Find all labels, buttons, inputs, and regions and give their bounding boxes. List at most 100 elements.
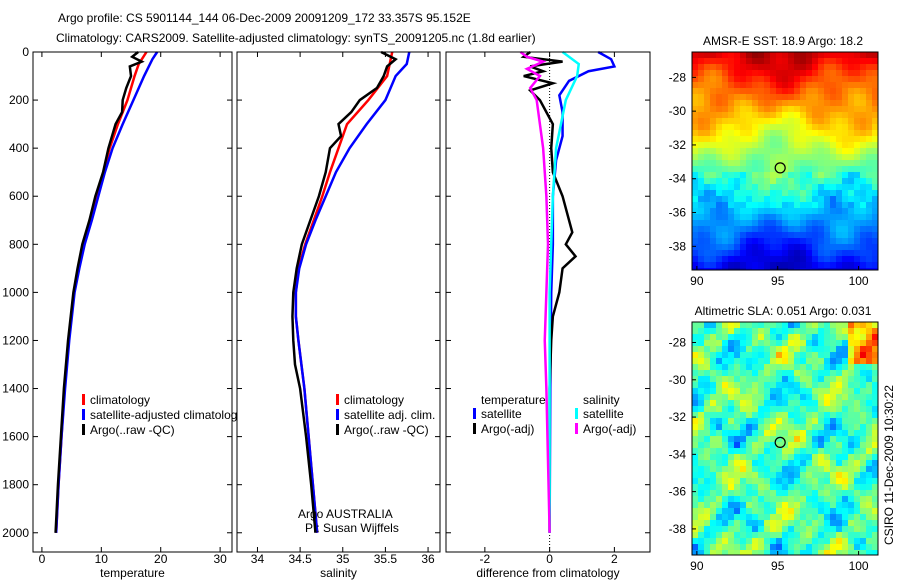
- map-cell: [830, 268, 836, 270]
- map-cell: [842, 328, 848, 334]
- map-cell: [752, 100, 758, 106]
- y-tick-label: 1200: [2, 333, 29, 347]
- map-panel-1: AMSR-E SST: 18.9 Argo: 18.290 95 100-28-30…: [669, 34, 879, 288]
- map-cell: [860, 418, 866, 424]
- map-cell: [716, 340, 722, 346]
- map-cell: [698, 148, 704, 154]
- map-cell: [866, 418, 872, 424]
- map-cell: [710, 454, 716, 460]
- map-cell: [848, 358, 854, 364]
- map-cell: [812, 472, 818, 478]
- legend-swatch: [336, 424, 339, 435]
- map-cell: [776, 322, 782, 328]
- map-cell: [770, 70, 776, 76]
- y-tick-label: 200: [9, 93, 29, 107]
- map-cell: [812, 490, 818, 496]
- map-cell: [728, 334, 734, 340]
- map-cell: [704, 88, 710, 94]
- map-cell: [698, 484, 704, 490]
- map-cell: [800, 328, 806, 334]
- map-cell: [734, 418, 740, 424]
- map-cell: [758, 436, 764, 442]
- map-cell: [836, 322, 842, 328]
- map-cell: [788, 52, 794, 58]
- map-cell: [698, 136, 704, 142]
- map-cell: [698, 448, 704, 454]
- map-cell: [824, 124, 830, 130]
- map-cell: [824, 52, 830, 58]
- map-cell: [866, 490, 872, 496]
- map-cell: [860, 214, 866, 220]
- map-cell: [812, 64, 818, 70]
- map-cell: [848, 532, 854, 538]
- map-cell: [866, 94, 872, 100]
- map-cell: [872, 142, 878, 148]
- map-cell: [770, 196, 776, 202]
- map-cell: [752, 436, 758, 442]
- map-cell: [806, 112, 812, 118]
- map-cell: [842, 262, 848, 268]
- map-cell: [764, 226, 770, 232]
- map-cell: [740, 100, 746, 106]
- map-cell: [764, 322, 770, 328]
- map-cell: [704, 262, 710, 268]
- map-cell: [710, 412, 716, 418]
- map-cell: [836, 52, 842, 58]
- map-cell: [770, 112, 776, 118]
- legend-swatch: [473, 408, 476, 419]
- map-cell: [770, 136, 776, 142]
- map-cell: [752, 538, 758, 544]
- map-cell: [734, 382, 740, 388]
- map-cell: [818, 370, 824, 376]
- map-cell: [854, 250, 860, 256]
- map-cell: [872, 544, 878, 550]
- map-cell: [866, 448, 872, 454]
- map-cell: [752, 424, 758, 430]
- map-cell: [740, 172, 746, 178]
- map-cell: [758, 100, 764, 106]
- map-cell: [806, 190, 812, 196]
- map-cell: [770, 448, 776, 454]
- map-cell: [824, 232, 830, 238]
- map-cell: [812, 136, 818, 142]
- map-cell: [830, 382, 836, 388]
- map-cell: [794, 256, 800, 262]
- map-cell: [746, 358, 752, 364]
- map-cell: [704, 172, 710, 178]
- map-cell: [692, 220, 698, 226]
- map-cell: [740, 478, 746, 484]
- map-cell: [836, 154, 842, 160]
- map-cell: [830, 238, 836, 244]
- x-tick-label: 95: [771, 274, 785, 288]
- map-cell: [794, 106, 800, 112]
- map-cell: [746, 466, 752, 472]
- map-cell: [866, 442, 872, 448]
- map-cell: [746, 268, 752, 270]
- map-cell: [818, 94, 824, 100]
- map-cell: [860, 322, 866, 328]
- map-cell: [860, 64, 866, 70]
- map-cell: [776, 400, 782, 406]
- map-cell: [860, 76, 866, 82]
- map-cell: [830, 538, 836, 544]
- map-cell: [764, 382, 770, 388]
- map-cell: [830, 490, 836, 496]
- map-cell: [692, 460, 698, 466]
- map-cell: [746, 406, 752, 412]
- map-cell: [770, 250, 776, 256]
- map-cell: [830, 64, 836, 70]
- map-cell: [788, 226, 794, 232]
- map-cell: [824, 508, 830, 514]
- map-cell: [848, 334, 854, 340]
- map-cell: [854, 130, 860, 136]
- map-cell: [824, 238, 830, 244]
- map-cell: [740, 232, 746, 238]
- map-cell: [782, 118, 788, 124]
- map-cell: [710, 358, 716, 364]
- map-cell: [860, 376, 866, 382]
- map-cell: [842, 364, 848, 370]
- map-cell: [758, 148, 764, 154]
- map-cell: [812, 256, 818, 262]
- map-cell: [728, 490, 734, 496]
